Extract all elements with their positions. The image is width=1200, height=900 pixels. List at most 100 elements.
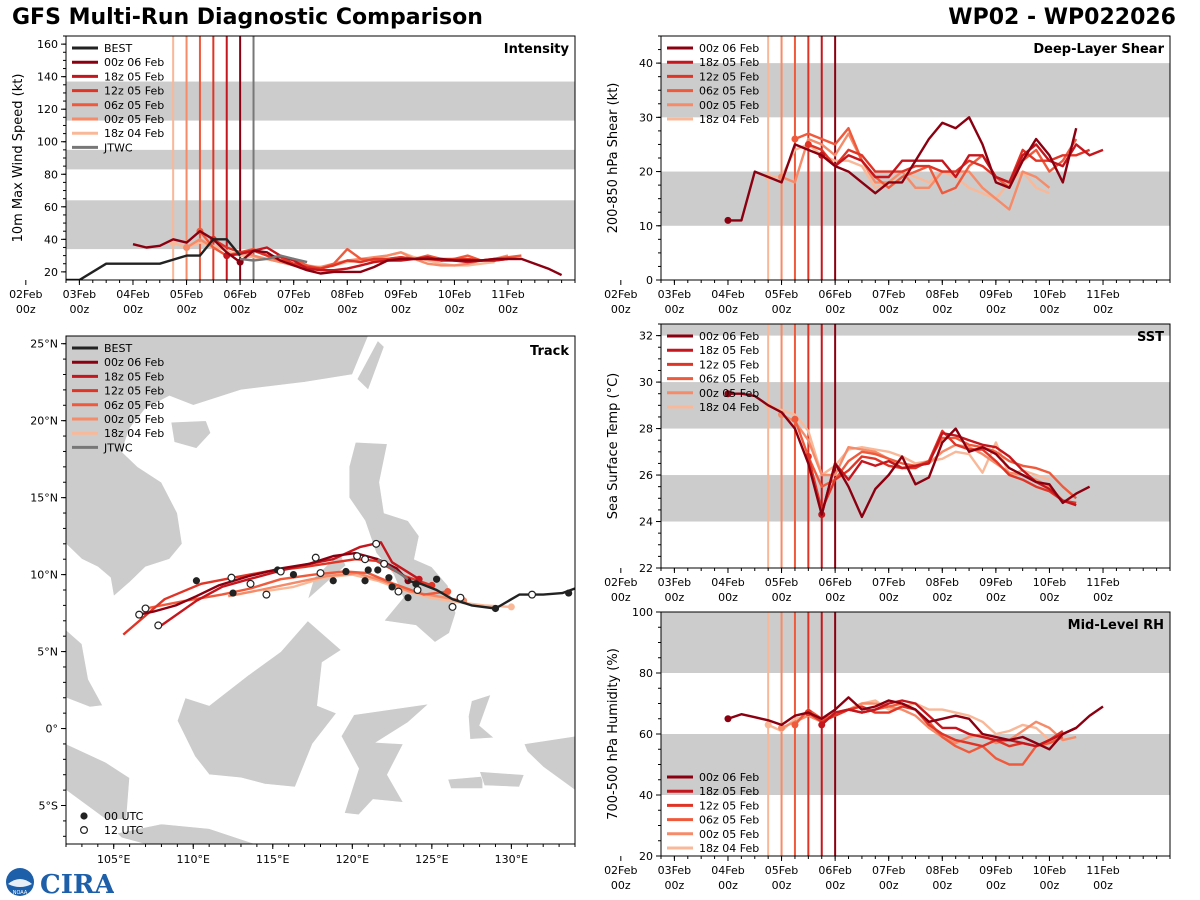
ytick-label: 5°N xyxy=(37,646,58,659)
marker-12utc xyxy=(276,567,285,576)
xtick-label-hour: 00z xyxy=(825,591,845,604)
marker-00utc xyxy=(342,567,350,576)
series-line-1 xyxy=(820,699,1077,748)
xtick-label: 115°E xyxy=(256,853,289,866)
xtick-label-hour: 00z xyxy=(1093,303,1113,316)
marker-12utc xyxy=(528,590,537,599)
plot-area xyxy=(661,36,1170,280)
xtick-label: 105°E xyxy=(97,853,130,866)
shade-band-1 xyxy=(661,382,1170,429)
series-line-1 xyxy=(820,143,1104,184)
series-line-2 xyxy=(212,238,509,270)
xtick-label-hour: 00z xyxy=(123,303,143,316)
marker-12utc xyxy=(413,585,422,594)
xtick-label-date: 02Feb xyxy=(604,288,637,301)
land-sulawesi xyxy=(340,703,430,816)
init-point-1 xyxy=(818,721,826,729)
xtick-label-hour: 00z xyxy=(611,303,631,316)
legend-label: 12z 05 Feb xyxy=(699,799,759,812)
init-point-3 xyxy=(791,415,799,423)
ytick-label: 140 xyxy=(37,71,58,84)
xtick-label-hour: 00z xyxy=(718,303,738,316)
xtick-label-hour: 00z xyxy=(665,303,685,316)
land-borneo xyxy=(176,620,342,788)
series-line-0 xyxy=(728,392,1091,519)
panel-sst: 22 24 26 28 30 32 02Feb 00z 03Feb 00z 04Feb 00z 05Fe… xyxy=(604,323,1171,604)
marker-00utc xyxy=(491,604,500,613)
shade-band-1 xyxy=(661,612,1170,673)
xtick-label-hour: 00z xyxy=(70,303,90,316)
init-point-3 xyxy=(791,721,799,729)
series-line-4 xyxy=(781,132,1051,211)
legend-label: 18z 05 Feb xyxy=(104,370,164,383)
xtick-label-date: 07Feb xyxy=(872,288,905,301)
xtick-label-date: 11Feb xyxy=(1086,864,1119,877)
xtick-label-date: 09Feb xyxy=(384,288,417,301)
ytick-label: 160 xyxy=(37,38,58,51)
xtick-label-date: 08Feb xyxy=(926,576,959,589)
xtick-label-hour: 00z xyxy=(611,591,631,604)
xtick-label-hour: 00z xyxy=(825,879,845,892)
xtick-label-date: 06Feb xyxy=(818,288,851,301)
marker-legend-label: 00 UTC xyxy=(104,810,144,823)
marker-00utc xyxy=(329,577,337,585)
plot-area xyxy=(661,324,1170,568)
ytick-label: 26 xyxy=(639,469,653,482)
legend-label: 18z 04 Feb xyxy=(699,842,759,855)
xtick-label-hour: 00z xyxy=(772,303,792,316)
init-point-4 xyxy=(183,243,191,251)
xtick-label-date: 07Feb xyxy=(277,288,310,301)
xtick-label-hour: 00z xyxy=(772,879,792,892)
panel-label: Mid-Level RH xyxy=(1068,618,1164,633)
ytick-label: 0° xyxy=(46,723,59,736)
shade-band-0 xyxy=(661,171,1170,226)
legend-label: 06z 05 Feb xyxy=(699,814,759,827)
init-point-3 xyxy=(791,135,799,143)
xtick-label-date: 10Feb xyxy=(1033,288,1066,301)
marker-12utc xyxy=(316,569,325,578)
xtick-label-date: 04Feb xyxy=(711,864,744,877)
legend-label: 00z 06 Feb xyxy=(699,330,759,343)
legend-label: 18z 04 Feb xyxy=(104,127,164,140)
panel-label: SST xyxy=(1137,330,1164,345)
xtick-label-hour: 00z xyxy=(1093,879,1113,892)
xtick-label-date: 03Feb xyxy=(658,576,691,589)
ytick-label: 40 xyxy=(639,57,653,70)
map-area xyxy=(66,336,575,844)
land-sumatra xyxy=(66,743,130,820)
legend-label: 00z 05 Feb xyxy=(104,413,164,426)
xtick-label-hour: 00z xyxy=(986,303,1006,316)
land-philippines xyxy=(348,441,457,643)
land-hainan xyxy=(170,420,212,449)
panel-shear: 0 10 20 30 40 02Feb 00z 03Feb 00z 04Feb 00z 05Feb 00… xyxy=(604,35,1171,316)
cira-logo: NOAA CIRA xyxy=(6,868,114,898)
legend-label: JTWC xyxy=(103,141,133,154)
xtick-label-date: 02Feb xyxy=(604,576,637,589)
xtick-label-hour: 00z xyxy=(445,303,465,316)
ytick-label: 40 xyxy=(639,789,653,802)
marker-00utc xyxy=(374,566,382,574)
xtick-label-date: 09Feb xyxy=(979,864,1012,877)
legend-label: BEST xyxy=(104,342,132,355)
plot-area xyxy=(66,36,575,280)
y-axis-label: 200-850 hPa Shear (kt) xyxy=(606,83,621,234)
track-init-point-3 xyxy=(444,588,452,596)
ytick-label: 28 xyxy=(639,423,653,436)
marker-12utc xyxy=(154,621,163,630)
noaa-bird-icon xyxy=(8,879,32,887)
marker-00utc xyxy=(385,574,393,582)
series-line-0-early xyxy=(132,230,241,264)
xtick-label-date: 06Feb xyxy=(223,288,256,301)
xtick-label-date: 04Feb xyxy=(711,576,744,589)
marker-00utc xyxy=(565,589,573,597)
xtick-label-date: 06Feb xyxy=(818,576,851,589)
ytick-label: 30 xyxy=(639,111,653,124)
marker-12utc xyxy=(135,610,144,619)
xtick-label-date: 05Feb xyxy=(765,864,798,877)
xtick-label-hour: 00z xyxy=(665,879,685,892)
xtick-label-date: 03Feb xyxy=(63,288,96,301)
init-point-2 xyxy=(804,140,812,148)
legend-label: 12z 05 Feb xyxy=(699,358,759,371)
xtick-label-date: 05Feb xyxy=(765,288,798,301)
